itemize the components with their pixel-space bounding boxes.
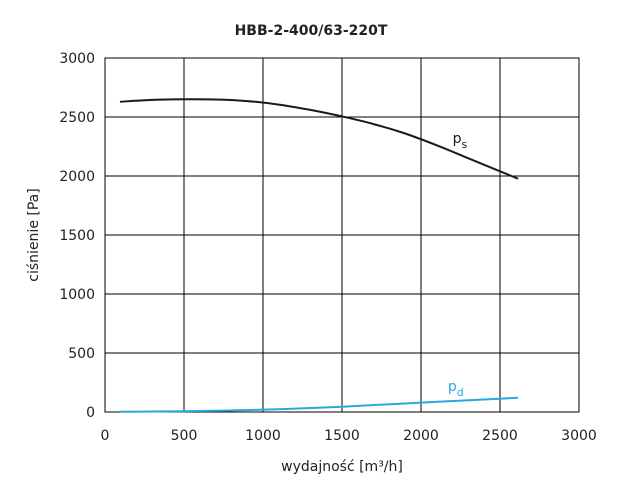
plot-frame — [104, 57, 580, 413]
y-tick-label-0: 0 — [86, 405, 95, 421]
series-label-ps: ps — [453, 131, 468, 151]
y-tick-label-5: 2500 — [59, 110, 95, 126]
y-tick-label-3: 1500 — [59, 228, 95, 244]
y-axis-label: ciśnienie [Pa] — [26, 188, 42, 281]
y-tick-label-6: 3000 — [59, 51, 95, 67]
x-axis-ticks: 0 500 1000 1500 2000 2500 3000 — [101, 428, 597, 444]
y-tick-label-2: 1000 — [59, 287, 95, 303]
series-label-pd: pd — [448, 379, 464, 399]
y-tick-label-4: 2000 — [59, 169, 95, 185]
x-axis-label: wydajność [m³/h] — [281, 459, 403, 475]
y-tick-label-1: 500 — [68, 346, 95, 362]
x-tick-label-0: 0 — [101, 428, 110, 444]
series-line-pd — [119, 396, 519, 413]
chart-title: HBB-2-400/63-220T — [235, 23, 388, 39]
y-axis-ticks: 0 500 1000 1500 2000 2500 3000 — [59, 51, 95, 421]
x-tick-label-5: 2500 — [482, 428, 518, 444]
x-tick-label-3: 1500 — [324, 428, 360, 444]
series-group: ps pd — [119, 98, 519, 413]
x-tick-label-1: 500 — [171, 428, 198, 444]
series-line-ps — [119, 98, 519, 180]
x-tick-label-4: 2000 — [403, 428, 439, 444]
x-tick-label-6: 3000 — [561, 428, 597, 444]
grid — [104, 57, 580, 413]
x-tick-label-2: 1000 — [245, 428, 281, 444]
